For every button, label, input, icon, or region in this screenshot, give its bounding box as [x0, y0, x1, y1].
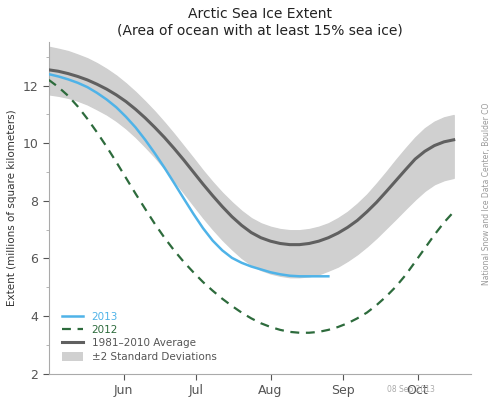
Text: 08 Sep 2013: 08 Sep 2013	[387, 385, 435, 394]
Legend: 2013, 2012, 1981–2010 Average, ±2 Standard Deviations: 2013, 2012, 1981–2010 Average, ±2 Standa…	[62, 311, 216, 362]
Title: Arctic Sea Ice Extent
(Area of ocean with at least 15% sea ice): Arctic Sea Ice Extent (Area of ocean wit…	[117, 7, 403, 37]
Y-axis label: Extent (millions of square kilometers): Extent (millions of square kilometers)	[7, 110, 17, 306]
Text: National Snow and Ice Data Center, Boulder CO: National Snow and Ice Data Center, Bould…	[482, 103, 492, 285]
